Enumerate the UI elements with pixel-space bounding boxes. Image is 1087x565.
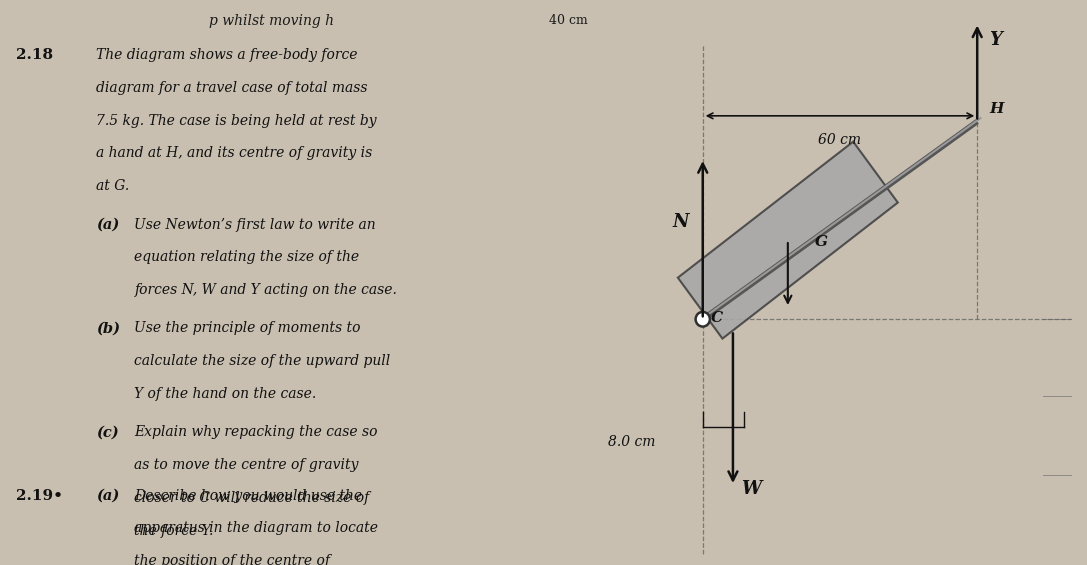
Text: forces N, W and Y acting on the case.: forces N, W and Y acting on the case. <box>135 283 398 297</box>
Text: diagram for a travel case of total mass: diagram for a travel case of total mass <box>96 81 367 95</box>
Text: G: G <box>815 235 828 249</box>
Text: Y: Y <box>989 31 1002 49</box>
Text: C: C <box>711 311 723 325</box>
Text: calculate the size of the upward pull: calculate the size of the upward pull <box>135 354 390 368</box>
Polygon shape <box>678 142 898 338</box>
Text: 40 cm: 40 cm <box>549 14 588 27</box>
Text: N: N <box>673 214 689 232</box>
Text: 7.5 kg. The case is being held at rest by: 7.5 kg. The case is being held at rest b… <box>96 114 377 128</box>
Text: Y of the hand on the case.: Y of the hand on the case. <box>135 387 316 401</box>
Text: W: W <box>741 480 761 498</box>
Text: (b): (b) <box>96 321 120 336</box>
Text: 60 cm: 60 cm <box>819 133 862 147</box>
Text: as to move the centre of gravity: as to move the centre of gravity <box>135 458 359 472</box>
Text: a hand at H, and its centre of gravity is: a hand at H, and its centre of gravity i… <box>96 146 373 160</box>
Text: Explain why repacking the case so: Explain why repacking the case so <box>135 425 378 440</box>
Circle shape <box>696 312 710 327</box>
Text: Use the principle of moments to: Use the principle of moments to <box>135 321 361 336</box>
Text: the force Y.: the force Y. <box>135 524 214 538</box>
Text: Describe how you would use the: Describe how you would use the <box>135 489 363 503</box>
Text: The diagram shows a free-body force: The diagram shows a free-body force <box>96 48 358 62</box>
Text: (c): (c) <box>96 425 118 440</box>
Text: 2.19•: 2.19• <box>16 489 63 503</box>
Text: 8.0 cm: 8.0 cm <box>608 436 655 449</box>
Text: the position of the centre of: the position of the centre of <box>135 554 330 565</box>
Text: (a): (a) <box>96 489 120 503</box>
Text: closer to C will reduce the size of: closer to C will reduce the size of <box>135 491 370 505</box>
Text: Use Newton’s first law to write an: Use Newton’s first law to write an <box>135 218 376 232</box>
Text: apparatus in the diagram to locate: apparatus in the diagram to locate <box>135 521 378 536</box>
Text: (a): (a) <box>96 218 120 232</box>
Text: equation relating the size of the: equation relating the size of the <box>135 250 360 264</box>
Text: p whilst moving h: p whilst moving h <box>209 14 334 28</box>
Text: at G.: at G. <box>96 179 129 193</box>
Text: 2.18: 2.18 <box>16 48 53 62</box>
Text: H: H <box>989 102 1003 116</box>
